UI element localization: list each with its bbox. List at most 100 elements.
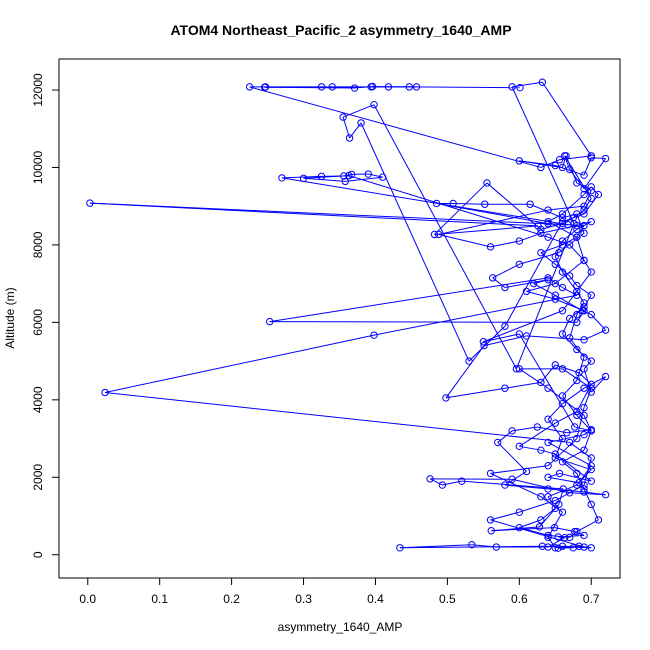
data-point: [587, 357, 595, 365]
data-point: [551, 450, 559, 458]
data-point: [580, 488, 588, 496]
data-point: [565, 334, 574, 342]
series-segment: [348, 175, 549, 238]
series-segment: [547, 537, 556, 549]
series-segment: [555, 364, 580, 374]
series-segment: [519, 160, 556, 167]
series-segment: [434, 225, 539, 235]
series-segment: [342, 104, 375, 118]
data-point: [501, 481, 509, 489]
data-point: [299, 174, 308, 182]
data-point: [487, 527, 495, 535]
data-point: [558, 508, 567, 516]
data-point: [587, 186, 595, 195]
y-tick-label: 4000: [31, 386, 45, 413]
series-segment: [471, 544, 497, 548]
data-point: [544, 276, 552, 284]
data-point: [580, 365, 588, 373]
series-segment: [583, 294, 592, 308]
series-segment: [490, 519, 585, 548]
data-point: [587, 465, 595, 474]
series-segment: [399, 545, 543, 549]
data-point: [486, 243, 495, 251]
data-point: [515, 365, 524, 373]
series-segment: [486, 182, 542, 230]
data-point: [587, 454, 595, 462]
series-segment: [511, 86, 575, 224]
data-point: [580, 185, 588, 193]
data-point: [565, 314, 574, 323]
data-point: [522, 332, 531, 340]
data-point: [580, 202, 588, 210]
data-point: [573, 291, 581, 299]
series-segment: [264, 86, 355, 89]
data-point: [266, 317, 274, 326]
series-segment: [576, 237, 585, 261]
data-point: [412, 83, 421, 91]
data-point: [580, 430, 588, 439]
series-segment: [504, 471, 527, 486]
data-point: [544, 461, 552, 470]
x-axis: 0.0 0.1 0.2 0.3 0.4 0.5 0.6 0.7: [79, 577, 600, 606]
data-point: [601, 154, 610, 163]
data-point: [364, 170, 372, 178]
series-segment: [555, 457, 592, 471]
data-point: [396, 544, 404, 552]
data-point: [587, 268, 595, 276]
data-point: [544, 206, 552, 214]
series-segment: [562, 194, 585, 215]
data-point: [587, 194, 595, 203]
data-point: [587, 477, 595, 485]
data-point: [468, 540, 476, 549]
data-point: [575, 369, 583, 377]
series-segment: [576, 310, 585, 323]
data-point: [580, 206, 588, 214]
data-point: [580, 256, 588, 265]
data-point: [515, 523, 524, 532]
series-segment: [492, 277, 506, 288]
data-point: [522, 467, 531, 476]
data-point: [501, 283, 509, 292]
data-point: [340, 172, 348, 180]
data-point: [587, 427, 595, 435]
data-point: [515, 330, 524, 338]
series-segment: [555, 411, 578, 424]
data-point: [449, 199, 457, 208]
data-point: [601, 326, 610, 334]
y-tick-label: 8000: [31, 231, 45, 258]
y-axis: 0 2000 4000 6000 8000 10000 12000: [31, 73, 60, 558]
data-point: [544, 217, 552, 226]
series-segment: [518, 333, 576, 428]
data-point: [558, 542, 567, 550]
data-point: [261, 83, 269, 91]
data-point: [501, 384, 509, 392]
data-point: [594, 516, 603, 524]
series-segment: [345, 176, 383, 182]
series-segment: [490, 472, 542, 498]
data-point: [538, 542, 547, 550]
data-point: [341, 177, 349, 186]
series-segment: [548, 205, 585, 211]
data-point: [558, 307, 567, 315]
series-segment: [547, 221, 578, 238]
series-segment: [547, 472, 560, 478]
data-point: [357, 119, 365, 127]
series-segment: [373, 104, 517, 370]
series-segment: [492, 263, 520, 279]
series-segment: [429, 478, 443, 486]
series-segment: [453, 202, 485, 205]
data-point: [86, 199, 94, 207]
data-point: [587, 154, 595, 162]
data-point: [558, 392, 567, 400]
data-point: [569, 214, 577, 222]
series-segment: [547, 442, 592, 467]
data-point: [537, 492, 545, 501]
data-point: [538, 78, 547, 86]
data-point: [245, 83, 254, 91]
data-point: [533, 423, 541, 431]
series-segment: [578, 372, 592, 385]
data-point: [580, 384, 588, 392]
data-point: [544, 492, 552, 501]
series-segment: [490, 511, 520, 521]
data-point: [573, 310, 581, 319]
